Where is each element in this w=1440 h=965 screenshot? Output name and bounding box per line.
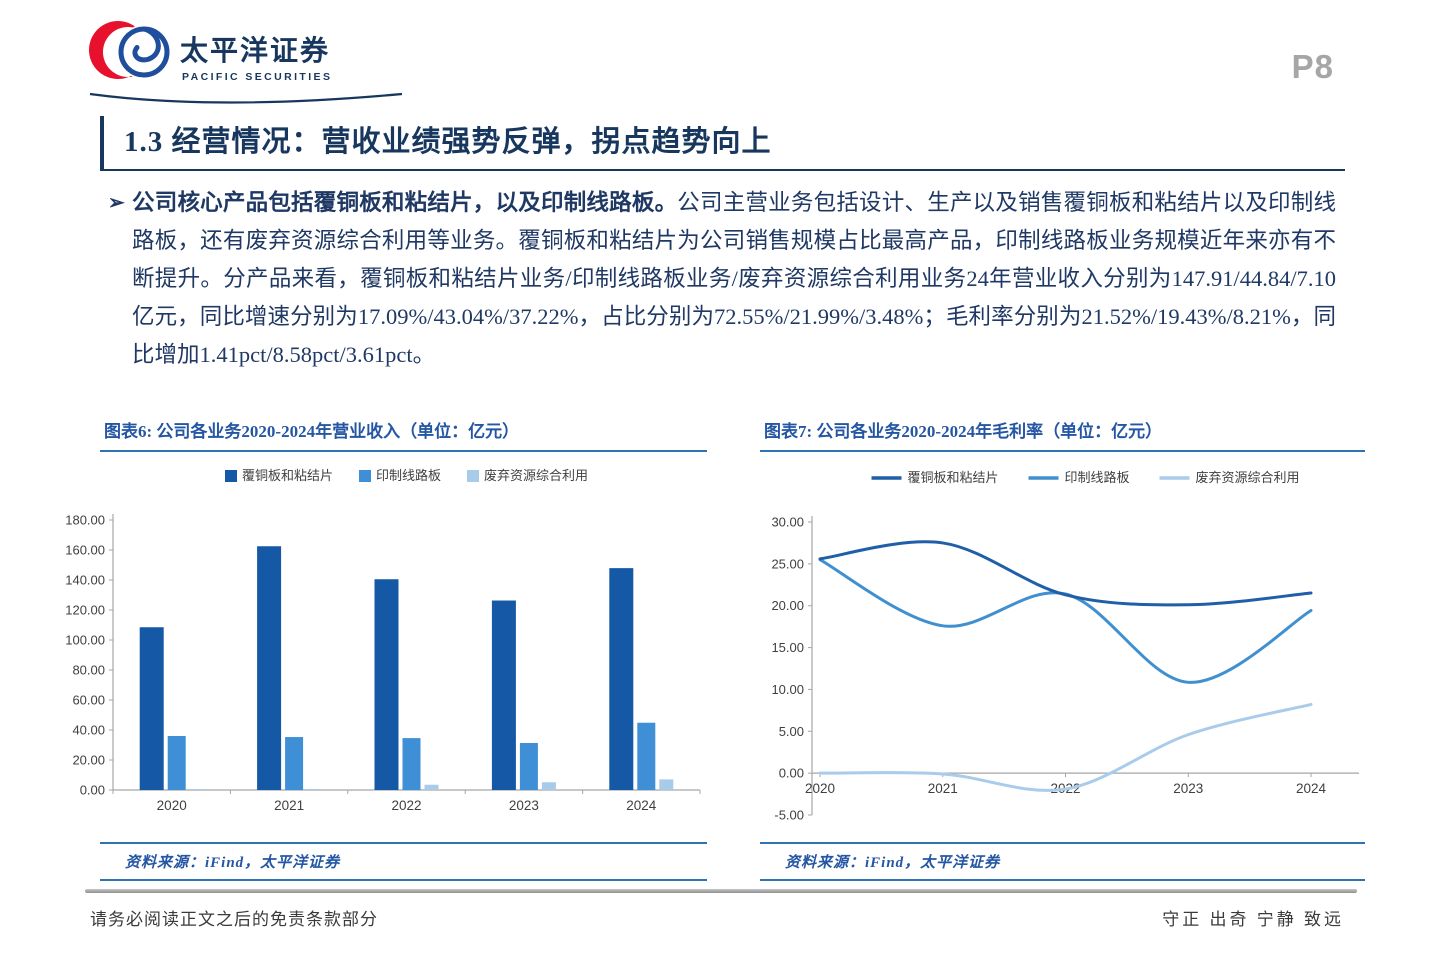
logo-swirl-curl-icon [132, 26, 161, 63]
svg-text:20.00: 20.00 [771, 598, 804, 613]
revenue-bar-chart: 0.00 20.00 40.00 60.00 80.00 100.00 120.00 140.… [65, 468, 701, 813]
svg-text:140.00: 140.00 [65, 573, 105, 588]
svg-text:2023: 2023 [509, 798, 539, 813]
logo-cn-text: 太平洋证券 [180, 34, 330, 67]
logo-en-text: PACIFIC SECURITIES [182, 71, 332, 83]
svg-text:废弃资源综合利用: 废弃资源综合利用 [1196, 470, 1300, 485]
pacific-securities-logo: 太平洋证券 PACIFIC SECURITIES [89, 21, 403, 104]
svg-text:2021: 2021 [274, 798, 304, 813]
svg-text:-5.00: -5.00 [774, 808, 804, 823]
svg-text:0.00: 0.00 [779, 766, 804, 781]
svg-text:160.00: 160.00 [65, 543, 105, 558]
svg-text:15.00: 15.00 [771, 640, 804, 655]
revenue-source-row: 资料来源：iFind，太平洋证券 [100, 842, 707, 881]
svg-text:60.00: 60.00 [72, 693, 105, 708]
svg-text:2020: 2020 [805, 781, 835, 796]
section-title: 1.3 经营情况：营收业绩强势反弹，拐点趋势向上 [124, 126, 772, 158]
svg-text:80.00: 80.00 [72, 663, 105, 678]
svg-text:10.00: 10.00 [771, 682, 804, 697]
body-paragraph: ➢ 公司核心产品包括覆铜板和粘结片，以及印制线路板。公司主营业务包括设计、生产以及… [108, 184, 1336, 374]
svg-text:2020: 2020 [157, 798, 187, 813]
logo-red-crescent-icon [89, 21, 154, 79]
revenue-chart-panel: 图表6: 公司各业务2020-2024年营业收入（单位：亿元） 0.00 20.0… [65, 420, 707, 881]
svg-text:100.00: 100.00 [65, 633, 105, 648]
margin-chart-caption: 图表7: 公司各业务2020-2024年毛利率（单位：亿元） [760, 420, 1365, 452]
revenue-source-note: 资料来源：iFind，太平洋证券 [125, 855, 341, 871]
svg-text:2023: 2023 [1173, 781, 1203, 796]
svg-text:覆铜板和粘结片: 覆铜板和粘结片 [908, 470, 999, 485]
svg-text:0.00: 0.00 [80, 783, 105, 798]
logo-swirl-bg [117, 25, 171, 79]
svg-text:30.00: 30.00 [771, 515, 804, 530]
footer-divider [85, 889, 1357, 893]
margin-source-note: 资料来源：iFind，太平洋证券 [785, 855, 1001, 871]
margin-source-row: 资料来源：iFind，太平洋证券 [760, 842, 1365, 881]
bullet-icon: ➢ [108, 192, 125, 214]
revenue-chart-caption: 图表6: 公司各业务2020-2024年营业收入（单位：亿元） [100, 420, 707, 452]
svg-text:2021: 2021 [928, 781, 958, 796]
svg-text:20.00: 20.00 [72, 753, 105, 768]
section-title-block: 1.3 经营情况：营收业绩强势反弹，拐点趋势向上 [100, 116, 1345, 171]
logo-swoosh-icon [89, 92, 403, 104]
svg-text:40.00: 40.00 [72, 723, 105, 738]
svg-text:25.00: 25.00 [771, 556, 804, 571]
svg-text:废弃资源综合利用: 废弃资源综合利用 [484, 468, 588, 483]
margin-line-chart: -5.00 0.00 5.00 10.00 15.00 20.00 25.00 30.00 20… [771, 470, 1359, 823]
svg-text:2024: 2024 [1296, 781, 1327, 796]
svg-text:2022: 2022 [391, 798, 421, 813]
svg-text:120.00: 120.00 [65, 603, 105, 618]
charts-row: 图表6: 公司各业务2020-2024年营业收入（单位：亿元） 0.00 20.0… [65, 420, 1365, 881]
body-rest-text: 公司主营业务包括设计、生产以及销售覆铜板和粘结片以及印制线路板，还有废弃资源综合… [132, 190, 1336, 367]
margin-chart-panel: 图表7: 公司各业务2020-2024年毛利率（单位：亿元） -5.00 0.00… [760, 420, 1365, 881]
disclaimer-text: 请务必阅读正文之后的免责条款部分 [90, 910, 378, 929]
svg-text:印制线路板: 印制线路板 [1065, 470, 1130, 485]
header: 太平洋证券 PACIFIC SECURITIES [86, 10, 406, 110]
svg-text:覆铜板和粘结片: 覆铜板和粘结片 [242, 468, 333, 483]
svg-text:2024: 2024 [626, 798, 657, 813]
svg-text:5.00: 5.00 [779, 724, 804, 739]
body-lead-bold: 公司核心产品包括覆铜板和粘结片，以及印制线路板。 [132, 190, 678, 215]
svg-text:180.00: 180.00 [65, 513, 105, 528]
svg-text:印制线路板: 印制线路板 [376, 468, 441, 483]
page-number: P8 [1291, 48, 1334, 85]
motto-text: 守正 出奇 宁静 致远 [1162, 910, 1344, 929]
